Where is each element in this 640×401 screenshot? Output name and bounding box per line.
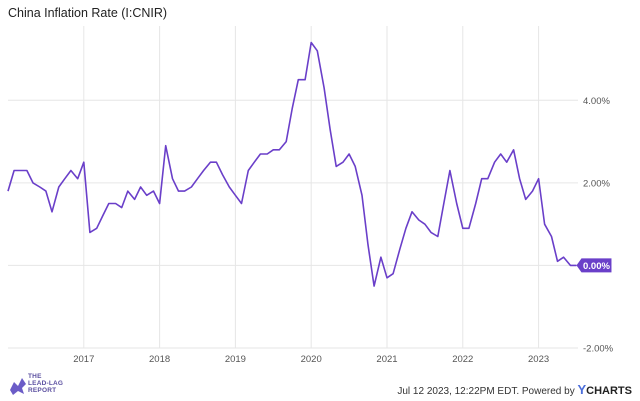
y-tick-label: -2.00% [583,344,614,355]
x-tick-label: 2019 [225,354,246,365]
logo-line-3: REPORT [28,387,57,394]
footer-powered-by: Powered by [521,386,575,397]
x-tick-label: 2018 [149,354,170,365]
last-value-badge-layer: 0.00% [576,258,612,273]
lead-lag-report-logo [10,378,26,395]
footer-timestamp: Jul 12 2023, 12:22PM EDT. [397,386,520,397]
series-layer [7,41,577,287]
ycharts-logo-y: Y [577,382,587,397]
logo-text: THE LEAD-LAG REPORT [28,373,63,394]
x-axis: 2017 2018 2019 2020 2021 2022 2023 [73,354,549,365]
y-tick-label: 4.00% [583,96,610,107]
x-tick-label: 2021 [376,354,397,365]
last-value-badge [576,258,612,273]
grid-layer [8,26,578,349]
logo-line-2: LEAD-LAG [28,380,64,387]
logo-line-1: THE [28,373,42,380]
last-value-label: 0.00% [583,261,610,272]
footer-credit: Jul 12 2023, 12:22PM EDT. Powered by YCH… [397,382,632,397]
chart-title: China Inflation Rate (I:CNIR) [8,6,168,20]
x-tick-label: 2017 [73,354,94,365]
x-tick-label: 2020 [301,354,322,365]
y-axis: 4.00% 2.00% -2.00% [583,96,614,355]
x-tick-label: 2023 [528,354,549,365]
y-tick-label: 2.00% [583,178,610,189]
ycharts-logo-text: CHARTS [586,385,632,397]
x-tick-label: 2022 [452,354,473,365]
series-line [7,41,577,287]
